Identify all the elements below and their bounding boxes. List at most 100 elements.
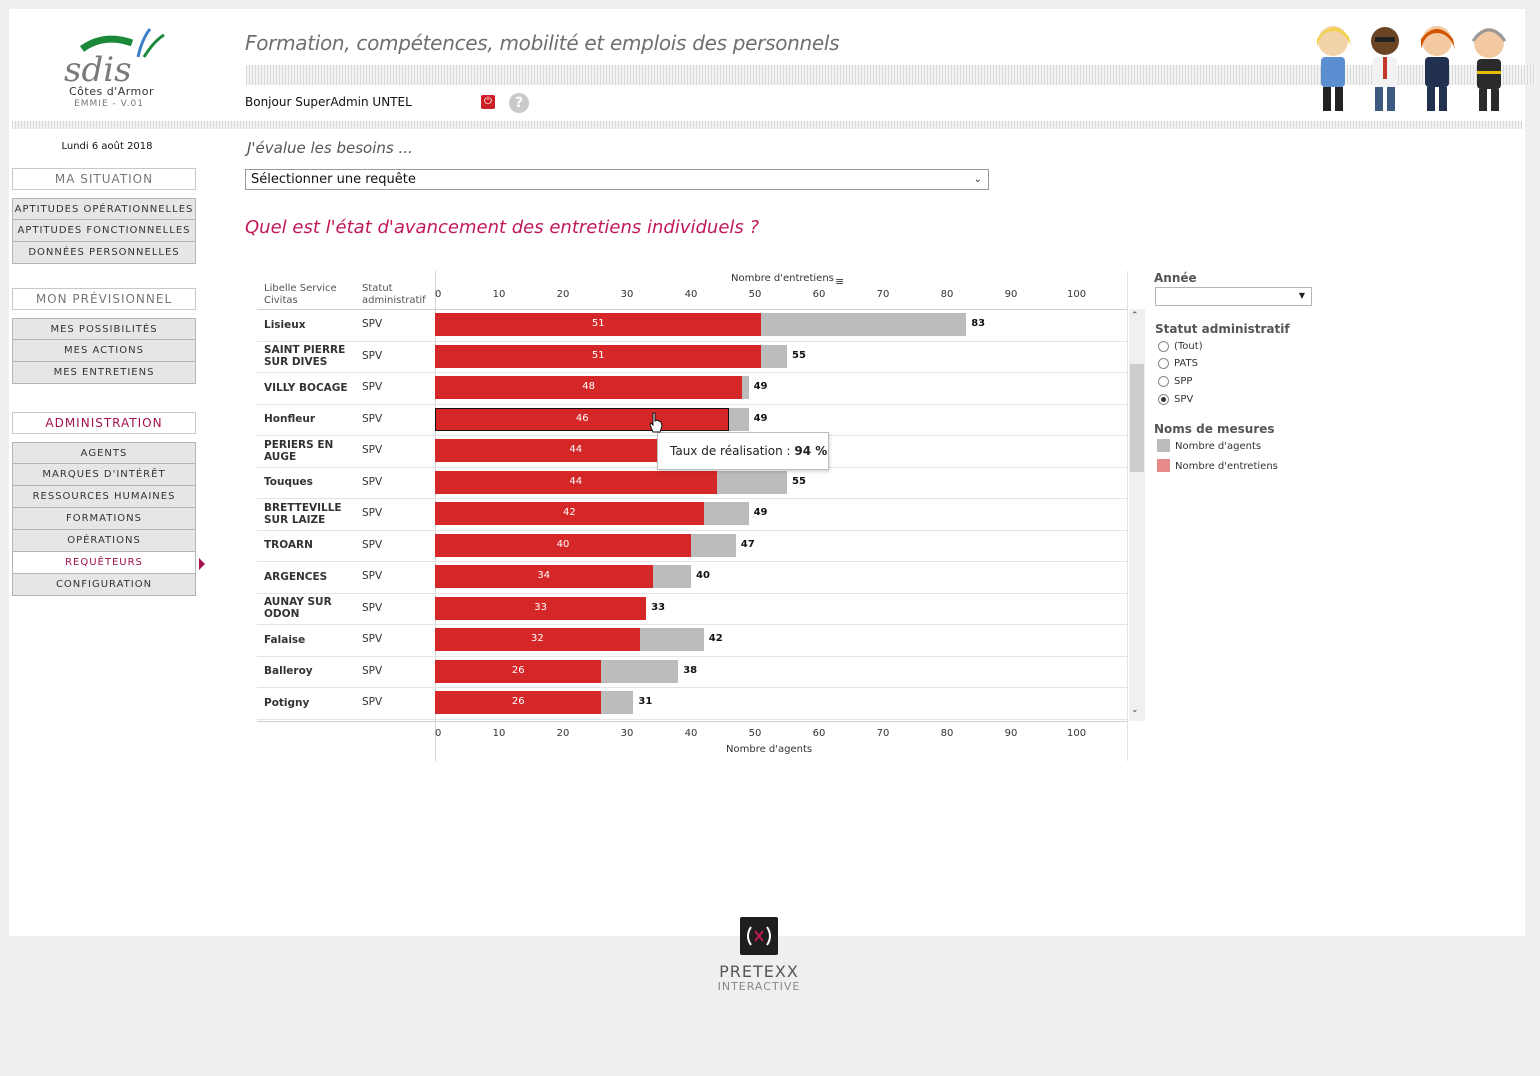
chart-tooltip: Taux de réalisation : 94 % [657, 432, 829, 470]
top-axis-title: Nombre d'entretiens [731, 273, 834, 284]
row-divider [257, 372, 1127, 373]
value-agents: 49 [753, 412, 768, 424]
row-label: BRETTEVILLE [264, 501, 342, 514]
bar-agents [435, 596, 647, 620]
bar-agents [435, 470, 787, 494]
value-agents: 40 [696, 570, 710, 581]
menu-item-formations[interactable]: FORMATIONS [12, 508, 196, 530]
value-entretiens: 42 [563, 507, 576, 518]
chevron-down-icon: ⌄ [973, 174, 982, 185]
characters-illustration [1305, 17, 1515, 117]
col-header-service: Libelle Service Civitas [264, 283, 337, 306]
top-tick-label: 60 [812, 289, 826, 300]
row-label: SAINT PIERRE [264, 344, 346, 357]
value-agents: 49 [753, 507, 768, 518]
menu-item-agents[interactable]: AGENTS [12, 442, 196, 464]
menu-item-ressources-humaines[interactable]: RESSOURCES HUMAINES [12, 486, 196, 508]
filter-mesures-title: Noms de mesures [1154, 422, 1275, 436]
value-agents: 55 [792, 349, 806, 361]
app-version: EMMIE - V.01 [74, 99, 144, 109]
value-agents: 31 [638, 696, 653, 707]
row-statut: SPV [362, 538, 383, 551]
row-label: Falaise [264, 633, 306, 646]
page: sdis Côtes d'Armor EMMIE - V.01 Formatio… [9, 9, 1536, 936]
bottom-tick-label: 0 [435, 728, 442, 739]
menu-administration: AGENTS MARQUES D'INTÉRÊT RESSOURCES HUMA… [12, 442, 196, 596]
filter-annee-select[interactable]: ▼ [1155, 287, 1312, 306]
menu-item-requeteurs[interactable]: REQUÊTEURS [12, 552, 196, 574]
bar-entretiens [435, 470, 717, 494]
menu-item-donnees-personnelles[interactable]: DONNÉES PERSONNELLES [12, 242, 196, 264]
radio-spv[interactable] [1158, 394, 1169, 405]
help-icon[interactable]: ? [509, 93, 529, 113]
bar-agents [435, 407, 749, 431]
legend-swatch-entretiens [1157, 459, 1170, 472]
bar-agents [435, 344, 787, 368]
header-bottom-stripe [12, 121, 1522, 129]
radio-pats-label[interactable]: PATS [1174, 358, 1198, 369]
chart-axis-line [435, 271, 436, 761]
value-agents: 49 [753, 381, 768, 392]
dropdown-arrow-icon: ▼ [1298, 291, 1305, 300]
evalue-label: J'évalue les besoins ... [247, 139, 413, 157]
scroll-down-icon[interactable]: ⌄ [1131, 705, 1139, 715]
menu-item-operations[interactable]: OPÉRATIONS [12, 530, 196, 552]
bar-entretiens [435, 407, 730, 431]
pretexx-logo-icon [740, 917, 778, 955]
menu-mon-previsionnel: MES POSSIBILITÉS MES ACTIONS MES ENTRETI… [12, 318, 196, 384]
value-entretiens: 32 [531, 633, 544, 644]
menu-item-mes-actions[interactable]: MES ACTIONS [12, 340, 196, 362]
footer-brand-sub: INTERACTIVE [717, 980, 801, 993]
row-divider [257, 592, 1127, 594]
query-select[interactable]: Sélectionner une requête ⌄ [245, 169, 989, 190]
radio-tout[interactable] [1158, 341, 1169, 352]
bar-entretiens [435, 376, 743, 399]
row-divider [257, 340, 1127, 342]
bar-entretiens [435, 628, 640, 651]
bar-agents [435, 628, 704, 651]
value-entretiens: 48 [582, 381, 595, 392]
radio-pats[interactable] [1158, 358, 1169, 369]
bottom-tick-label: 100 [1067, 728, 1087, 739]
section-ma-situation[interactable]: MA SITUATION [12, 168, 196, 190]
value-entretiens: 51 [591, 318, 605, 329]
menu-item-configuration[interactable]: CONFIGURATION [12, 574, 196, 596]
row-label: AUGE [264, 450, 297, 463]
radio-spp[interactable] [1158, 376, 1169, 387]
bar-agents [435, 659, 679, 683]
menu-item-mes-entretiens[interactable]: MES ENTRETIENS [12, 362, 196, 384]
bar-agents [435, 376, 749, 399]
value-entretiens: 34 [537, 570, 551, 581]
scroll-up-icon[interactable]: ⌃ [1131, 311, 1139, 321]
radio-spv-label[interactable]: SPV [1174, 394, 1194, 405]
svg-text:sdis: sdis [64, 50, 132, 89]
row-divider [257, 718, 1127, 720]
legend-label-entretiens: Nombre d'entretiens [1175, 461, 1278, 472]
menu-item-marques-interet[interactable]: MARQUES D'INTÉRÊT [12, 464, 196, 486]
chart-header-line [257, 309, 1127, 310]
menu-item-mes-possibilites[interactable]: MES POSSIBILITÉS [12, 318, 196, 340]
logout-power-icon[interactable]: ⏻ [481, 95, 495, 109]
row-label: VILLY BOCAGE [264, 381, 348, 394]
row-statut: SPV [362, 412, 383, 425]
bar-entretiens [435, 659, 602, 683]
value-entretiens: 40 [556, 538, 570, 550]
row-divider [257, 498, 1127, 499]
section-mon-previsionnel[interactable]: MON PRÉVISIONNEL [12, 288, 196, 310]
value-agents: 47 [740, 538, 755, 550]
filter-annee-title: Année [1154, 271, 1197, 285]
menu-item-aptitudes-fonctionnelles[interactable]: APTITUDES FONCTIONNELLES [12, 220, 196, 242]
top-tick-label: 30 [620, 289, 634, 300]
row-statut: SPV [362, 664, 383, 677]
tooltip-value: 94 % [794, 444, 828, 458]
value-agents: 38 [683, 664, 698, 676]
menu-item-aptitudes-operationnelles[interactable]: APTITUDES OPÉRATIONNELLES [12, 198, 196, 220]
row-statut: SPV [362, 601, 383, 614]
greeting: Bonjour SuperAdmin UNTEL [245, 95, 412, 109]
top-tick-label: 90 [1004, 289, 1018, 300]
radio-spp-label[interactable]: SPP [1174, 376, 1193, 387]
section-administration[interactable]: ADMINISTRATION [12, 412, 196, 434]
row-label: Touques [264, 476, 313, 489]
chart-scrollbar-thumb[interactable] [1130, 364, 1144, 472]
radio-tout-label[interactable]: (Tout) [1174, 341, 1203, 352]
